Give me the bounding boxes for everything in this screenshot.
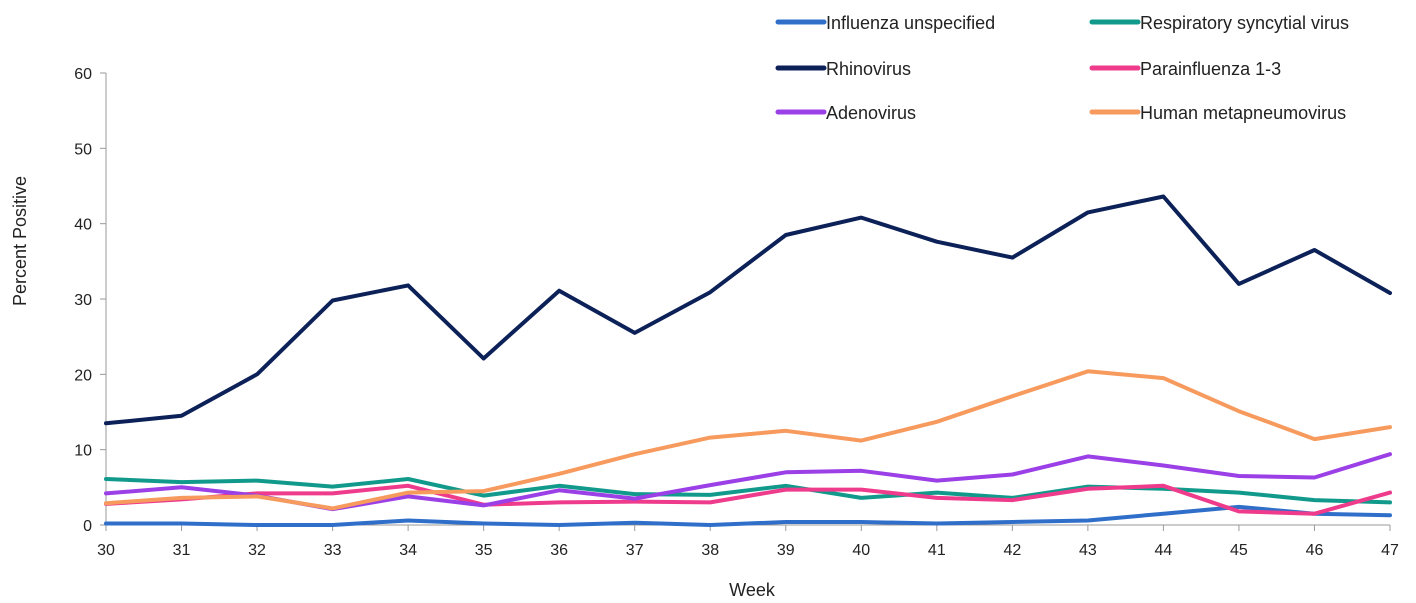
legend-label-influenza-unspecified: Influenza unspecified	[826, 13, 995, 33]
x-tick-label: 35	[475, 542, 493, 559]
y-tick-label: 0	[83, 518, 92, 535]
x-tick-label: 31	[173, 542, 191, 559]
legend: Influenza unspecified Respiratory syncyti…	[775, 13, 1349, 123]
x-tick-label: 44	[1155, 542, 1173, 559]
series-line-adenovirus	[104, 452, 1392, 512]
y-tick-label: 60	[74, 66, 92, 83]
x-tick-label: 47	[1381, 542, 1399, 559]
legend-label-respiratory-syncytial-virus: Respiratory syncytial virus	[1140, 13, 1349, 33]
x-tick-label: 36	[550, 542, 568, 559]
y-tick-label: 30	[74, 292, 92, 309]
series-lines	[104, 194, 1392, 527]
series-line-human-metapneumovirus	[104, 369, 1392, 511]
x-tick-label: 46	[1306, 542, 1324, 559]
x-tick-label: 37	[626, 542, 644, 559]
legend-label-human-metapneumovirus: Human metapneumovirus	[1140, 103, 1346, 123]
x-tick-label: 30	[97, 542, 115, 559]
legend-label-adenovirus: Adenovirus	[826, 103, 916, 123]
x-tick-label: 42	[1003, 542, 1021, 559]
x-axis-title: Week	[729, 580, 776, 600]
x-tick-label: 32	[248, 542, 266, 559]
x-tick-label: 33	[324, 542, 342, 559]
x-tick-label: 38	[701, 542, 719, 559]
y-tick-label: 50	[74, 141, 92, 158]
series-line-influenza-unspecified	[104, 504, 1392, 527]
x-tick-label: 39	[777, 542, 795, 559]
x-tick-label: 40	[852, 542, 870, 559]
series-line-rhinovirus	[104, 194, 1392, 426]
y-axis-title: Percent Positive	[10, 176, 30, 306]
x-tick-label: 45	[1230, 542, 1248, 559]
axes: 0 10 20 30 40 50 60 30 31 32 33 34 35 36 37 38 39 40 41 42 4…	[74, 66, 1399, 559]
y-tick-label: 10	[74, 443, 92, 460]
x-tick-label: 34	[399, 542, 417, 559]
x-tick-label: 43	[1079, 542, 1097, 559]
legend-label-rhinovirus: Rhinovirus	[826, 59, 911, 79]
legend-label-parainfluenza-1-3: Parainfluenza 1-3	[1140, 59, 1281, 79]
x-tick-label: 41	[928, 542, 946, 559]
y-tick-label: 20	[74, 367, 92, 384]
series-line-parainfluenza-1-3	[104, 483, 1392, 516]
y-tick-label: 40	[74, 217, 92, 234]
